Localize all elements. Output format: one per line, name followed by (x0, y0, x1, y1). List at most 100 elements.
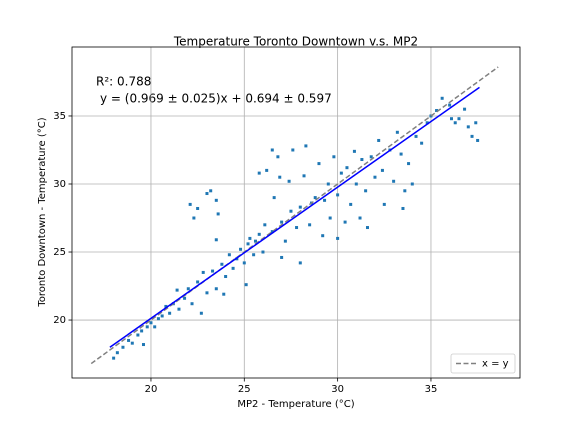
point (474, 121, 478, 125)
point (440, 96, 444, 100)
point (145, 325, 149, 329)
point (140, 329, 144, 333)
point (364, 189, 368, 193)
point (321, 234, 325, 238)
point (289, 209, 293, 213)
point (257, 171, 261, 175)
y-tick-label: 35 (53, 111, 66, 122)
point (175, 288, 179, 292)
point (382, 202, 386, 206)
point (453, 121, 457, 125)
chart-title: Temperature Toronto Downtown v.s. MP2 (173, 35, 418, 49)
point (349, 202, 353, 206)
point (287, 179, 291, 183)
point (201, 270, 205, 274)
point (332, 155, 336, 159)
point (369, 155, 373, 159)
point (352, 149, 356, 153)
point (410, 182, 414, 186)
point (407, 162, 411, 166)
point (231, 266, 235, 270)
point (160, 314, 164, 318)
point (199, 311, 203, 315)
point (295, 226, 299, 230)
point (196, 206, 200, 210)
point (156, 317, 160, 321)
point (222, 292, 226, 296)
point (278, 175, 282, 179)
point (205, 291, 209, 295)
point (358, 216, 362, 220)
point (345, 166, 349, 170)
point (403, 189, 407, 193)
point (248, 236, 252, 240)
x-axis-label: MP2 - Temperature (°C) (237, 399, 354, 410)
point (253, 239, 257, 243)
point (326, 182, 330, 186)
point (395, 130, 399, 134)
point (280, 255, 284, 259)
point (336, 193, 340, 197)
point (192, 216, 196, 220)
point (164, 304, 168, 308)
point (365, 226, 369, 230)
point (354, 182, 358, 186)
point (265, 168, 269, 172)
point (214, 198, 218, 202)
point (280, 220, 284, 224)
point (401, 206, 405, 210)
point (313, 196, 317, 200)
point (209, 189, 213, 193)
point (476, 138, 480, 142)
point (339, 171, 343, 175)
point (216, 212, 220, 216)
point (425, 121, 429, 125)
point (298, 205, 302, 209)
plot-frame (71, 46, 521, 379)
point (466, 125, 470, 129)
point (291, 148, 295, 152)
point (141, 343, 145, 347)
point (177, 307, 181, 311)
point (308, 223, 312, 227)
point (302, 174, 306, 178)
point (252, 253, 256, 257)
point (272, 196, 276, 200)
point (377, 138, 381, 142)
point (257, 232, 261, 236)
point (343, 220, 347, 224)
point (244, 283, 248, 287)
point (220, 262, 224, 266)
point (205, 192, 209, 196)
y-axis-label: Toronto Downtown - Temperature (°C) (37, 117, 48, 307)
point (186, 287, 190, 291)
point (136, 333, 140, 337)
point (188, 202, 192, 206)
point (283, 239, 287, 243)
point (121, 345, 125, 349)
x-tick-label: 35 (425, 384, 438, 395)
point (242, 261, 246, 265)
point (270, 230, 274, 234)
point (239, 247, 243, 251)
y-tick-label: 30 (53, 179, 66, 190)
point (435, 109, 439, 113)
point (168, 311, 172, 315)
point (449, 117, 453, 121)
y-tick-label: 25 (53, 247, 66, 258)
point (261, 250, 265, 254)
point (214, 238, 218, 242)
point (115, 351, 119, 355)
point (457, 117, 461, 121)
fit-line (109, 86, 480, 348)
point (448, 103, 452, 107)
legend-box (450, 353, 516, 374)
point (183, 296, 187, 300)
point (224, 275, 228, 279)
point (323, 198, 327, 202)
point (112, 356, 116, 360)
point (380, 168, 384, 172)
point (414, 134, 418, 138)
point (317, 162, 321, 166)
